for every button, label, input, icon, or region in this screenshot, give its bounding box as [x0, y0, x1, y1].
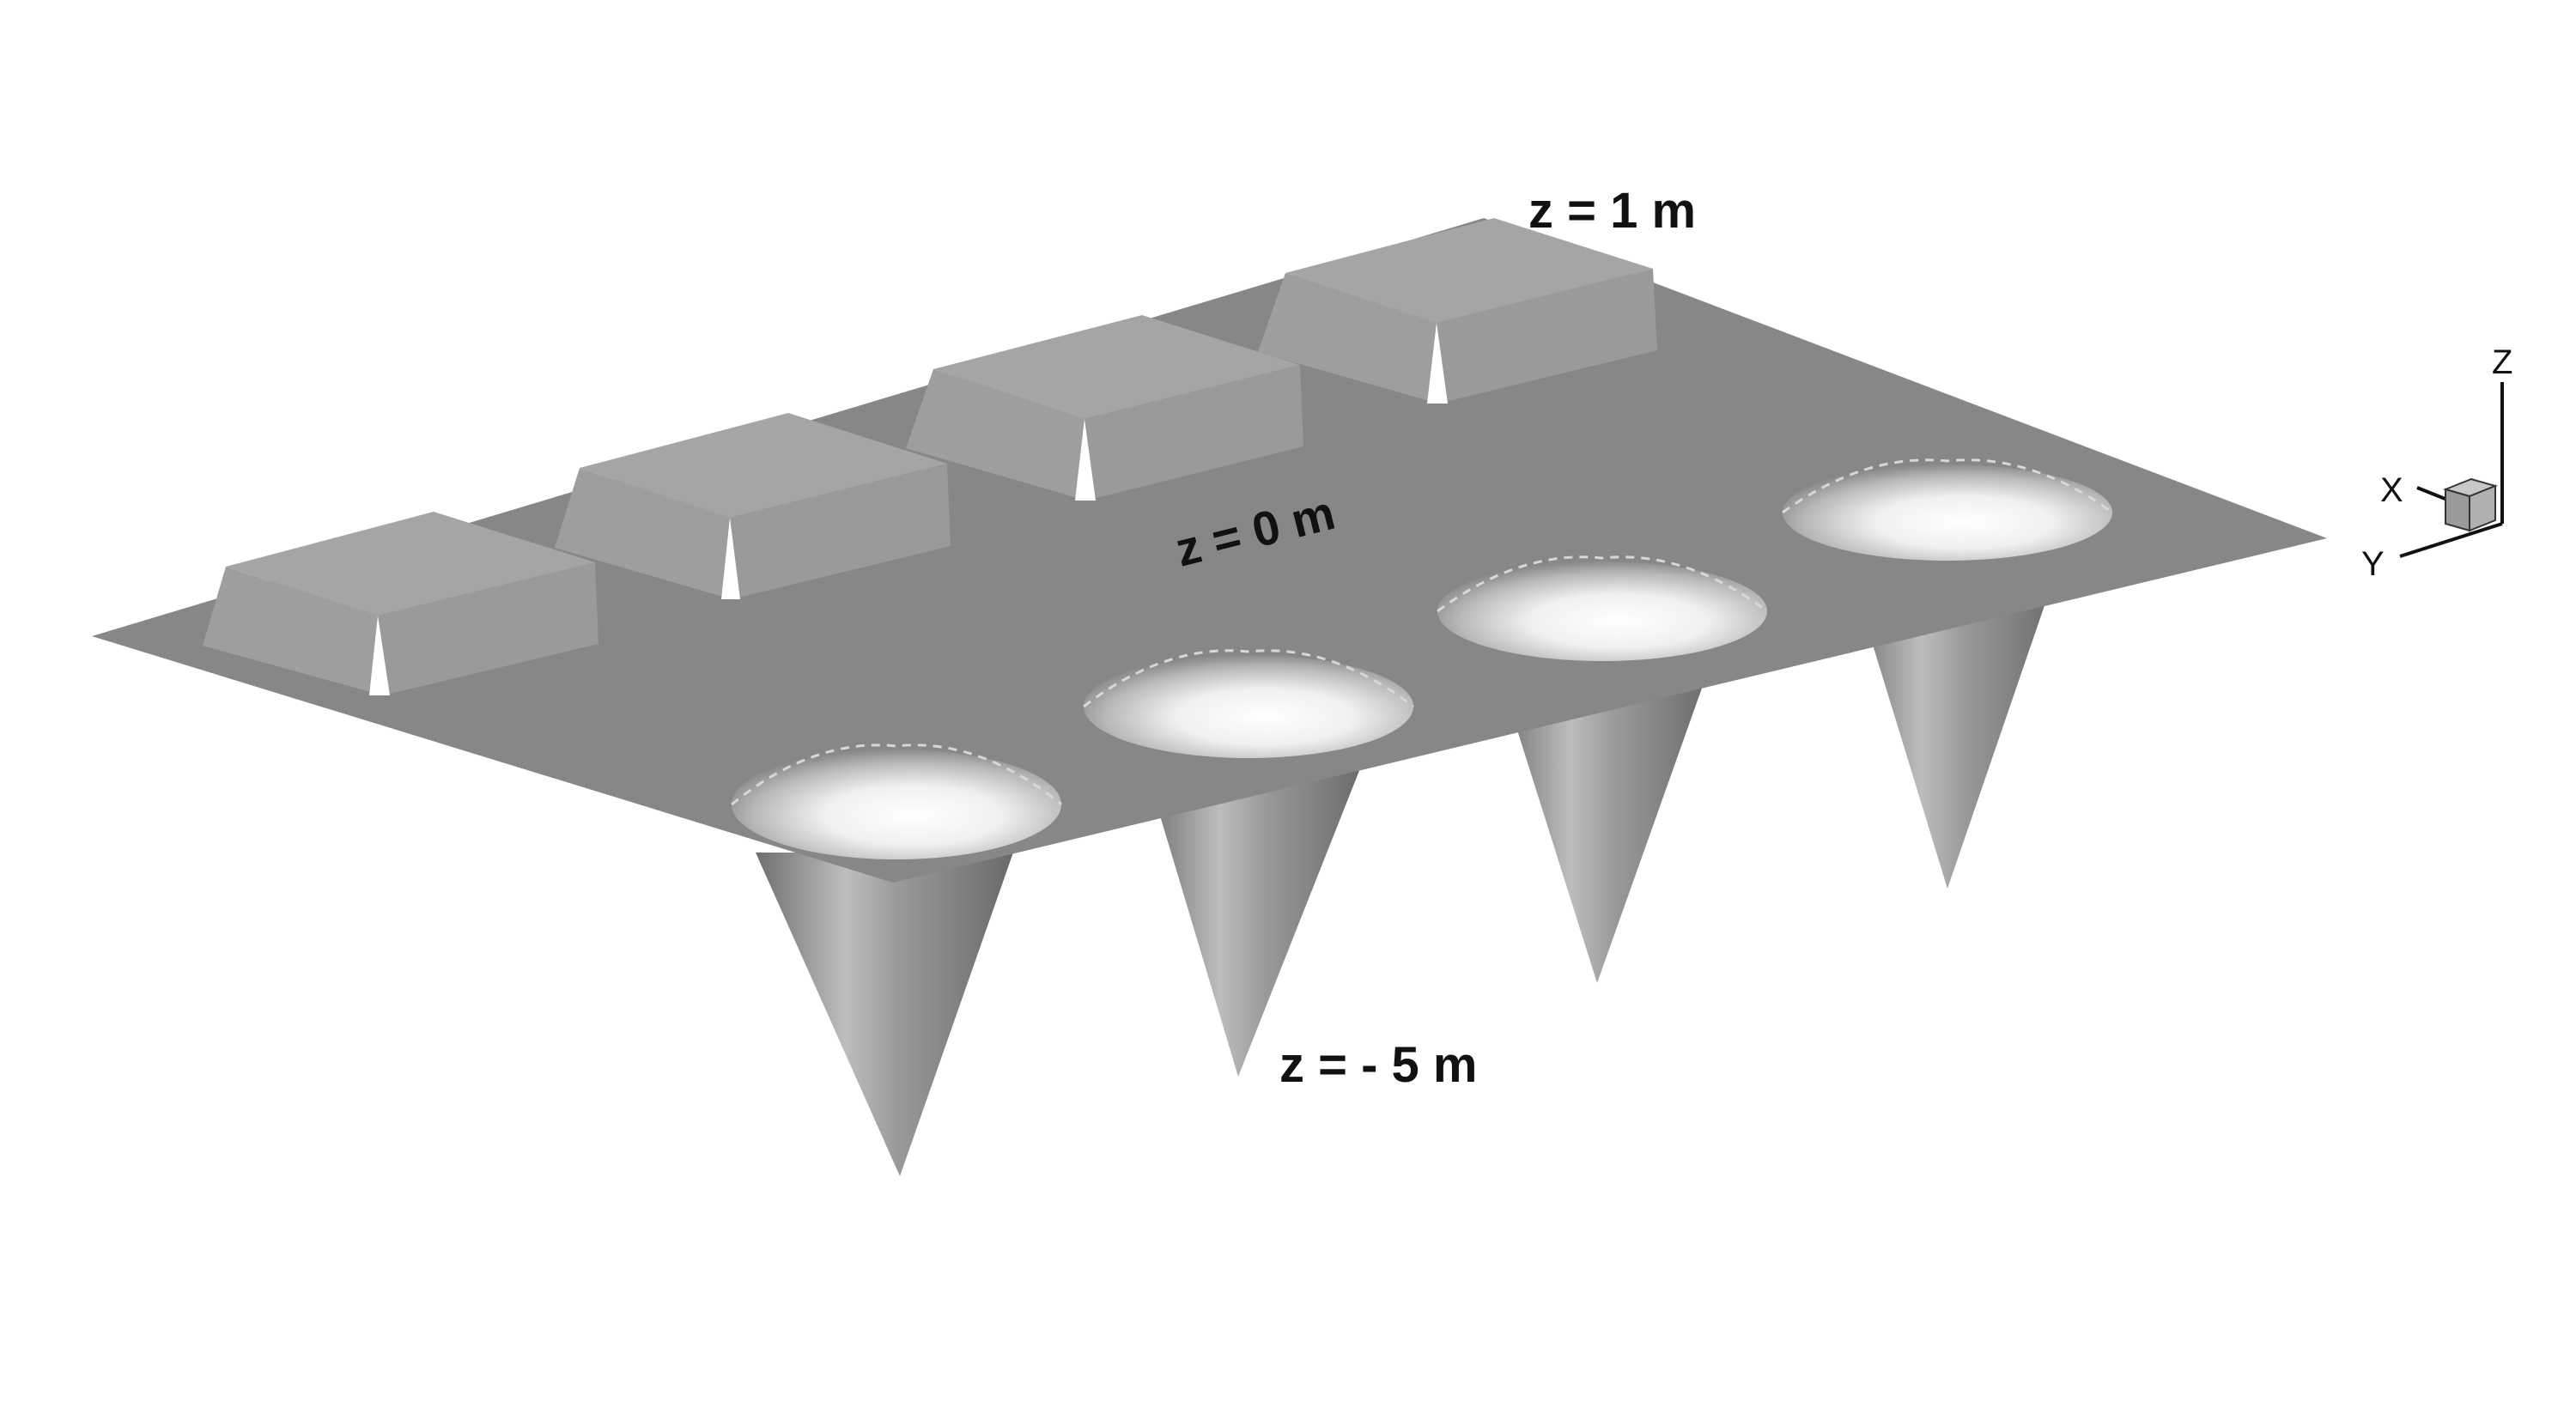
hole-2 — [1083, 649, 1414, 758]
axis-triad: Z X Y — [2361, 343, 2512, 583]
seabed-plane — [92, 218, 2327, 883]
cone-2 — [1142, 756, 1365, 1077]
block-4 — [1258, 218, 1657, 404]
hole-1 — [731, 743, 1062, 859]
cube-icon — [2442, 477, 2499, 532]
cone-3 — [1494, 657, 1713, 983]
axis-label-z: Z — [2492, 343, 2512, 381]
hole-4 — [1782, 458, 2113, 561]
axis-label-x: X — [2380, 471, 2403, 509]
block-1 — [203, 512, 598, 695]
axis-label-y: Y — [2361, 545, 2385, 583]
block-3 — [906, 315, 1303, 501]
hole-3 — [1437, 555, 1768, 661]
cone-group — [756, 558, 2061, 1176]
block-group — [203, 218, 1657, 695]
label-z-bottom: z = - 5 m — [1279, 1037, 1477, 1093]
block-2 — [555, 413, 951, 599]
label-z-top: z = 1 m — [1528, 183, 1696, 239]
cone-1 — [756, 853, 1013, 1176]
hole-group — [731, 458, 2113, 859]
